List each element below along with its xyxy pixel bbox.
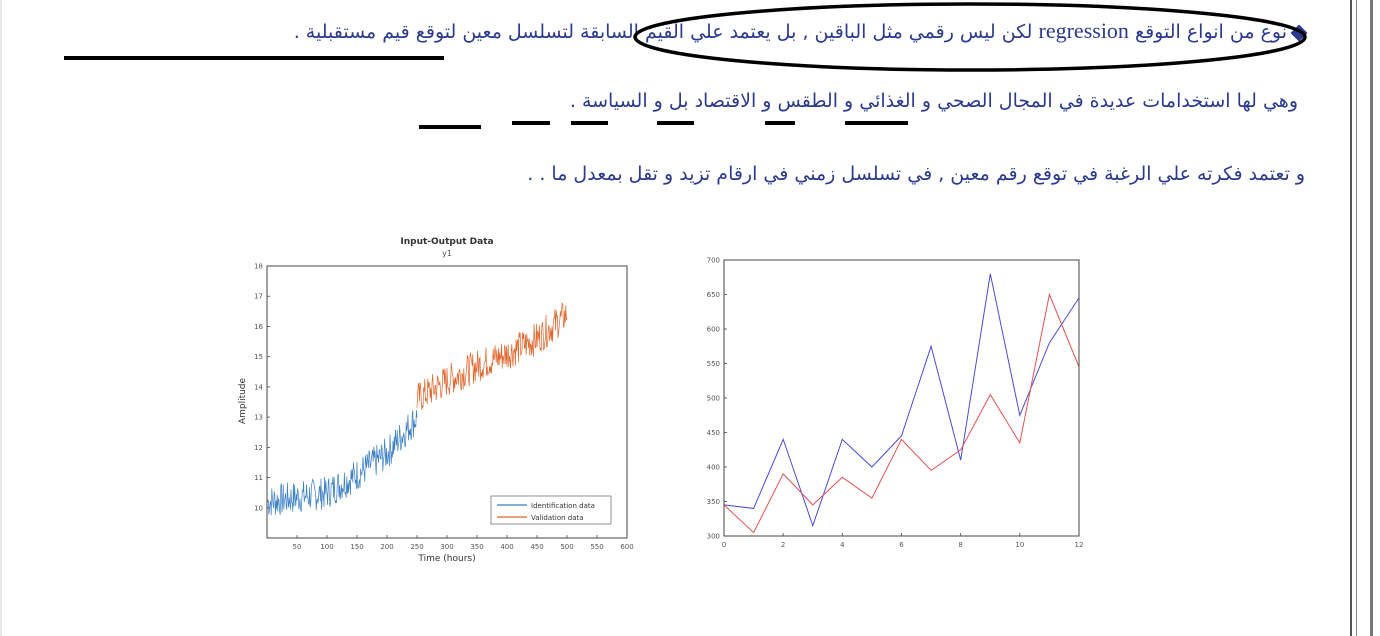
chart1-ytick-label: 13 <box>254 414 263 422</box>
underline-annotation-economy <box>512 121 550 125</box>
chart2-ytick-label: 350 <box>707 498 720 506</box>
paragraph-3: و تعتمد فكرته علي الرغبة في توقع رقم معي… <box>527 163 1305 185</box>
chart1-xtick-label: 450 <box>530 543 543 551</box>
chart1-xlabel: Time (hours) <box>417 554 475 564</box>
chart2-xtick-label: 12 <box>1075 541 1084 549</box>
chart1-xtick-label: 600 <box>620 543 633 551</box>
chart1-xtick-label: 550 <box>590 543 603 551</box>
page-right-border-inner <box>1356 0 1357 636</box>
chart2-xtick-label: 2 <box>781 541 785 549</box>
page-right-border-outer <box>1370 0 1373 636</box>
chart1-ylabel: Amplitude <box>238 377 248 424</box>
chart1-ytick-label: 18 <box>254 263 263 271</box>
paragraph-1-end: لكن ليس رقمي مثل الباقين , بل يعتمد علي … <box>293 21 1033 43</box>
underline-annotation-politics <box>419 125 481 129</box>
chart2-ytick-label: 550 <box>707 360 720 368</box>
chart1-legend-box <box>490 495 612 525</box>
chart1-plot-frame <box>266 265 628 539</box>
legend-validation-label: Validation data <box>531 514 584 522</box>
chart1-subtitle: y1 <box>442 249 452 258</box>
chart2-ytick-label: 300 <box>707 533 720 541</box>
underline-annotation-food <box>657 121 694 125</box>
regression-word: regression <box>1038 18 1129 43</box>
chart2-ytick-label: 650 <box>707 291 720 299</box>
chart2-xtick-label: 6 <box>899 541 904 549</box>
chart2-ytick-label: 450 <box>707 429 720 437</box>
chart1-xtick-label: 150 <box>350 543 363 551</box>
paragraph-1: نوع من انواع التوقع regression لكن ليس ر… <box>293 18 1308 44</box>
chart1-xtick-label: 200 <box>380 543 393 551</box>
chart1-xtick-label: 100 <box>320 543 333 551</box>
chart1-xtick-label: 250 <box>410 543 423 551</box>
chart2-xtick-label: 0 <box>722 541 726 549</box>
chart2-ytick-label: 400 <box>707 464 720 472</box>
chart2-ytick-label: 500 <box>707 395 720 403</box>
chart1-title: Input-Output Data <box>400 237 493 247</box>
paragraph-1-start: نوع من انواع التوقع <box>1134 21 1287 43</box>
chart1-series-line <box>416 302 568 410</box>
chart1-xtick-label: 400 <box>500 543 513 551</box>
page-left-border <box>0 0 2 636</box>
chart1-ytick-label: 14 <box>254 383 263 391</box>
time-series-chart: 0 2 4 6 8 10 12 300 350 400 450 500 550 600 650 700 <box>707 257 1084 550</box>
chart1-ytick-label: 10 <box>254 504 263 512</box>
legend-identification-label: Identification data <box>531 502 595 510</box>
chart1-ytick-label: 11 <box>254 474 263 482</box>
underline-annotation-weather <box>571 121 608 125</box>
chart2-xtick-label: 8 <box>958 541 962 549</box>
chart2-series-line <box>723 273 1080 528</box>
chart2-ytick-label: 600 <box>707 326 720 334</box>
chart1-ytick-label: 12 <box>254 444 263 452</box>
paragraph-2: وهي لها استخدامات عديدة في المجال الصحي … <box>569 90 1298 112</box>
underline-annotation-health <box>845 121 908 125</box>
chart1-xtick-label: 500 <box>560 543 573 551</box>
chart1-xtick-label: 350 <box>470 543 483 551</box>
underline-annotation-1 <box>64 56 444 60</box>
chart1-series-line <box>267 410 418 516</box>
chart1-xtick-label: 300 <box>440 543 453 551</box>
chart2-xtick-label: 10 <box>1015 541 1024 549</box>
chart1-ytick-label: 15 <box>254 353 263 361</box>
chart2-ytick-label: 700 <box>707 257 720 265</box>
underline-annotation-food-2 <box>765 121 795 125</box>
chart1-legend: Identification data Validation data <box>490 495 612 525</box>
chart1-xtick-label: 50 <box>293 543 302 551</box>
chart1-ytick-label: 16 <box>254 323 263 331</box>
chart2-xtick-label: 4 <box>840 541 845 549</box>
page-right-border <box>1350 0 1352 636</box>
chart1-ytick-label: 17 <box>254 293 263 301</box>
chart2-plot-frame <box>723 259 1080 537</box>
chart2-series-line <box>723 292 1080 534</box>
input-output-chart: Input-Output Data y1 Time (hours) Amplit… <box>238 237 634 564</box>
